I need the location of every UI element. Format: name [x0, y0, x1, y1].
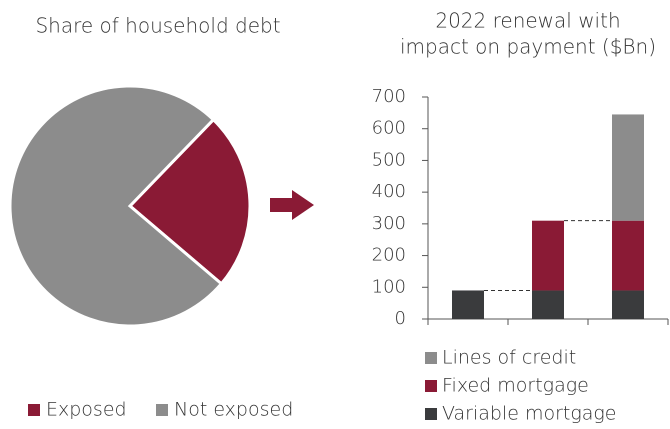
y-tick-label: 100	[372, 276, 406, 297]
pie-slice	[127, 117, 252, 286]
chart-title: impact on payment ($Bn)	[400, 35, 656, 59]
legend-swatch	[28, 404, 40, 416]
legend-label: Fixed mortgage	[442, 375, 589, 397]
y-tick-label: 400	[372, 181, 406, 202]
y-tick-label: 200	[372, 245, 406, 266]
chart-title: Share of household debt	[35, 14, 280, 38]
arrow	[270, 190, 314, 220]
bar-segment	[612, 290, 644, 319]
legend-swatch	[425, 408, 437, 420]
y-tick-label: 600	[372, 118, 406, 139]
bar-segment	[452, 290, 484, 319]
legend-label: Not exposed	[174, 399, 293, 421]
y-tick-label: 700	[372, 86, 406, 107]
pie-slice	[8, 84, 224, 328]
bar-segment	[532, 290, 564, 319]
chart-title: 2022 renewal with	[435, 9, 620, 33]
legend-label: Variable mortgage	[442, 403, 617, 425]
legend-label: Exposed	[46, 399, 127, 421]
legend-label: Lines of credit	[442, 347, 576, 369]
legend-swatch	[425, 380, 437, 392]
bar-segment	[532, 220, 564, 291]
bar-segment	[612, 220, 644, 291]
y-tick-label: 300	[372, 213, 406, 234]
legend-swatch	[425, 352, 437, 364]
y-tick-label: 500	[372, 149, 406, 170]
legend-swatch	[156, 404, 168, 416]
bar-segment	[612, 114, 644, 221]
y-tick-label: 0	[395, 308, 406, 329]
